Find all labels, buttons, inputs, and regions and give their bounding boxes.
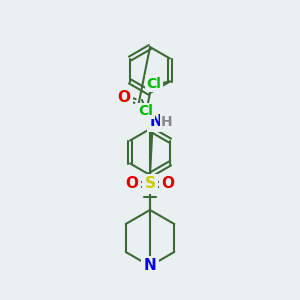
Text: H: H (161, 115, 173, 129)
Text: S: S (145, 176, 155, 191)
Text: O: O (125, 176, 139, 191)
Text: O: O (161, 176, 175, 191)
Text: Cl: Cl (146, 76, 161, 91)
Text: Cl: Cl (139, 104, 153, 118)
Text: O: O (118, 91, 130, 106)
Text: N: N (144, 259, 156, 274)
Text: N: N (150, 115, 162, 130)
